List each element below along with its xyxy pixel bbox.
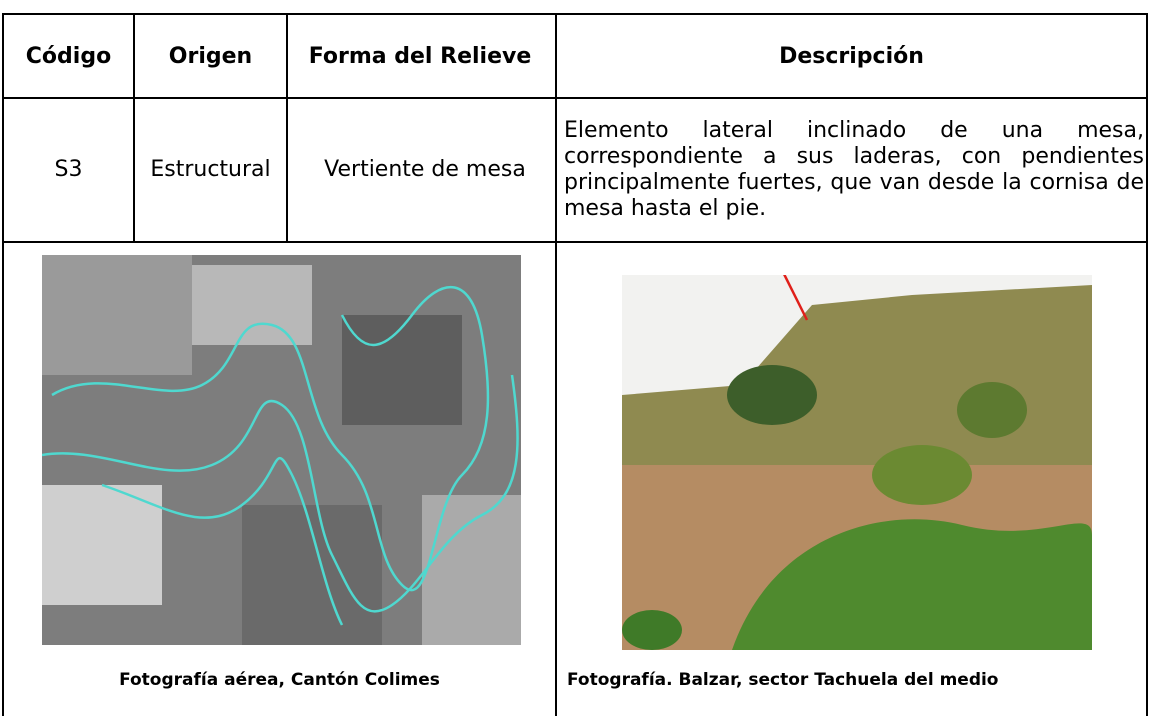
border	[555, 13, 557, 716]
cell: Elemento lateral inclinado de una mesa, …	[564, 118, 1144, 221]
header-cell: Descripción	[779, 43, 924, 69]
header-cell: Origen	[168, 43, 253, 69]
border	[2, 13, 4, 716]
border	[2, 13, 1148, 15]
aerial-photo	[42, 255, 521, 645]
cell: Estructural	[150, 157, 271, 182]
cell: S3	[54, 157, 83, 182]
cell: Vertiente de mesa	[324, 157, 526, 182]
caption: Fotografía. Balzar, sector Tachuela del …	[567, 670, 999, 690]
border	[2, 241, 1148, 243]
caption: Fotografía aérea, Cantón Colimes	[119, 670, 440, 690]
border	[1146, 13, 1148, 716]
border	[133, 13, 135, 243]
border	[286, 13, 288, 243]
header-cell: Código	[25, 43, 112, 69]
border	[2, 97, 1148, 99]
landscape-photo	[622, 275, 1092, 650]
header-cell: Forma del Relieve	[308, 43, 532, 69]
